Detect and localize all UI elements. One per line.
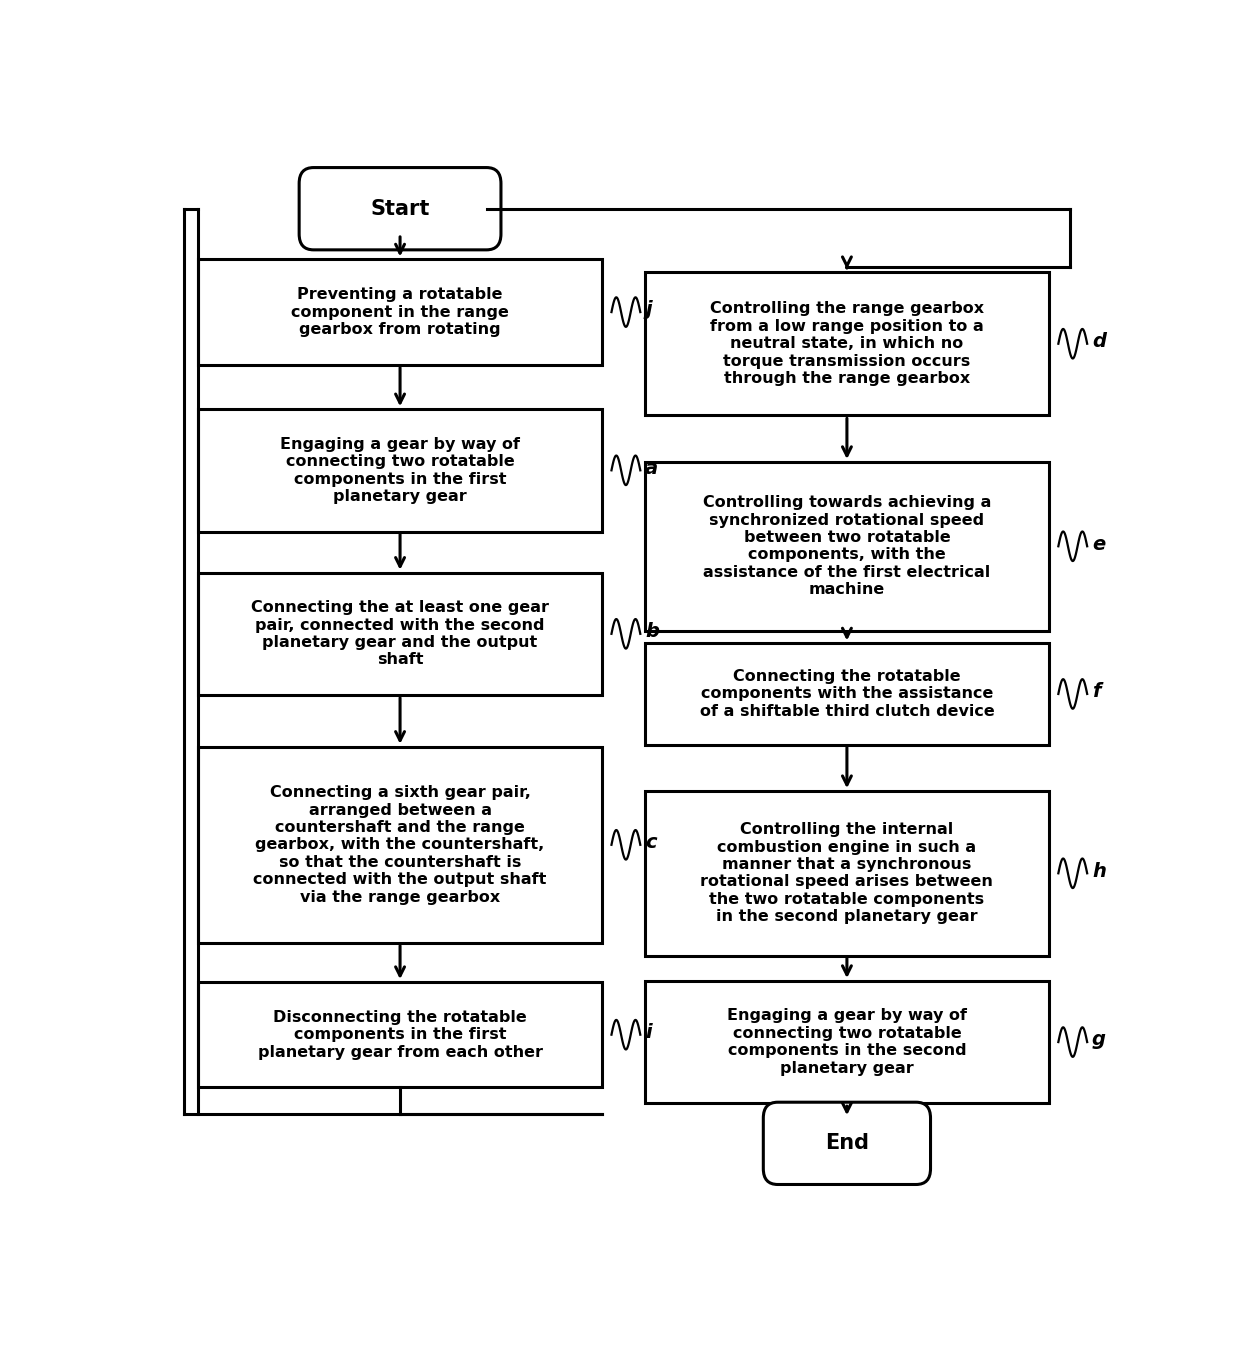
FancyBboxPatch shape xyxy=(299,167,501,249)
Text: a: a xyxy=(645,459,658,478)
Text: Connecting a sixth gear pair,
arranged between a
countershaft and the range
gear: Connecting a sixth gear pair, arranged b… xyxy=(253,785,547,904)
Text: c: c xyxy=(645,833,657,852)
FancyBboxPatch shape xyxy=(198,573,601,695)
Text: Engaging a gear by way of
connecting two rotatable
components in the second
plan: Engaging a gear by way of connecting two… xyxy=(727,1008,967,1075)
Text: b: b xyxy=(645,622,660,641)
FancyBboxPatch shape xyxy=(645,790,1049,956)
Text: f: f xyxy=(1092,682,1100,701)
Text: Start: Start xyxy=(371,199,430,219)
FancyBboxPatch shape xyxy=(198,410,601,532)
Text: End: End xyxy=(825,1133,869,1154)
Text: Preventing a rotatable
component in the range
gearbox from rotating: Preventing a rotatable component in the … xyxy=(291,288,508,337)
Text: g: g xyxy=(1092,1030,1106,1049)
FancyBboxPatch shape xyxy=(198,747,601,943)
Text: e: e xyxy=(1092,534,1105,553)
Text: Connecting the rotatable
components with the assistance
of a shiftable third clu: Connecting the rotatable components with… xyxy=(699,669,994,719)
Text: d: d xyxy=(1092,332,1106,351)
Text: Disconnecting the rotatable
components in the first
planetary gear from each oth: Disconnecting the rotatable components i… xyxy=(258,1010,543,1059)
Text: Controlling towards achieving a
synchronized rotational speed
between two rotata: Controlling towards achieving a synchron… xyxy=(703,496,991,597)
FancyBboxPatch shape xyxy=(198,259,601,364)
FancyBboxPatch shape xyxy=(645,462,1049,630)
FancyBboxPatch shape xyxy=(645,644,1049,745)
Text: Controlling the range gearbox
from a low range position to a
neutral state, in w: Controlling the range gearbox from a low… xyxy=(709,301,985,386)
Text: Engaging a gear by way of
connecting two rotatable
components in the first
plane: Engaging a gear by way of connecting two… xyxy=(280,437,520,504)
Text: i: i xyxy=(645,1023,652,1043)
FancyBboxPatch shape xyxy=(764,1103,930,1185)
Text: h: h xyxy=(1092,862,1106,881)
FancyBboxPatch shape xyxy=(645,981,1049,1103)
FancyBboxPatch shape xyxy=(645,273,1049,415)
Text: Controlling the internal
combustion engine in such a
manner that a synchronous
r: Controlling the internal combustion engi… xyxy=(701,822,993,925)
FancyBboxPatch shape xyxy=(198,982,601,1088)
Text: j: j xyxy=(645,300,652,319)
Text: Connecting the at least one gear
pair, connected with the second
planetary gear : Connecting the at least one gear pair, c… xyxy=(250,600,549,667)
